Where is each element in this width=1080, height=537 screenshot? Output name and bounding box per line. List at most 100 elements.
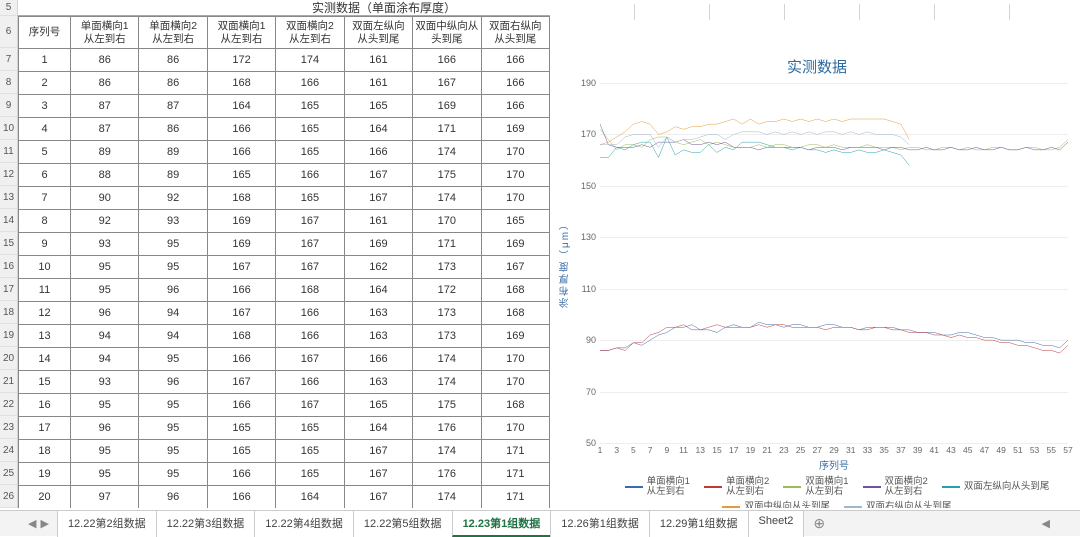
table-cell[interactable]: 167 — [207, 302, 275, 325]
table-cell[interactable]: 3 — [19, 95, 71, 118]
table-cell[interactable]: 95 — [139, 233, 207, 256]
table-cell[interactable]: 95 — [139, 440, 207, 463]
table-cell[interactable]: 167 — [276, 233, 344, 256]
table-cell[interactable]: 166 — [276, 164, 344, 187]
table-cell[interactable]: 95 — [139, 256, 207, 279]
table-cell[interactable]: 167 — [344, 440, 412, 463]
table-cell[interactable]: 94 — [139, 325, 207, 348]
legend-item[interactable]: 双面横向2 从左到右 — [863, 477, 928, 498]
table-cell[interactable]: 176 — [413, 417, 481, 440]
table-cell[interactable]: 164 — [344, 118, 412, 141]
table-cell[interactable]: 167 — [276, 394, 344, 417]
table-cell[interactable]: 168 — [481, 302, 549, 325]
table-cell[interactable]: 174 — [413, 187, 481, 210]
table-cell[interactable]: 169 — [481, 325, 549, 348]
table-cell[interactable]: 93 — [71, 233, 139, 256]
table-cell[interactable]: 167 — [413, 72, 481, 95]
table-cell[interactable]: 172 — [207, 49, 275, 72]
table-cell[interactable]: 165 — [276, 417, 344, 440]
table-cell[interactable]: 171 — [481, 440, 549, 463]
table-cell[interactable]: 10 — [19, 256, 71, 279]
table-cell[interactable]: 8 — [19, 210, 71, 233]
table-cell[interactable]: 166 — [276, 302, 344, 325]
table-cell[interactable]: 169 — [481, 233, 549, 256]
table-cell[interactable]: 173 — [413, 256, 481, 279]
table-cell[interactable]: 92 — [71, 210, 139, 233]
table-cell[interactable]: 165 — [276, 118, 344, 141]
table-cell[interactable]: 17 — [19, 417, 71, 440]
table-cell[interactable]: 19 — [19, 463, 71, 486]
table-cell[interactable]: 9 — [19, 233, 71, 256]
table-cell[interactable]: 165 — [344, 95, 412, 118]
sheet-tab[interactable]: 12.23第1组数据 — [452, 510, 552, 537]
table-cell[interactable]: 164 — [344, 279, 412, 302]
table-row[interactable]: 179695165165164176170 — [19, 417, 550, 440]
table-cell[interactable]: 86 — [71, 49, 139, 72]
table-cell[interactable]: 175 — [413, 164, 481, 187]
table-cell[interactable]: 164 — [207, 95, 275, 118]
table-cell[interactable]: 95 — [139, 394, 207, 417]
table-cell[interactable]: 165 — [276, 463, 344, 486]
table-cell[interactable]: 167 — [344, 164, 412, 187]
table-cell[interactable]: 168 — [481, 394, 549, 417]
table-row[interactable]: 79092168165167174170 — [19, 187, 550, 210]
table-cell[interactable]: 169 — [207, 233, 275, 256]
table-cell[interactable]: 90 — [71, 187, 139, 210]
table-cell[interactable]: 165 — [276, 141, 344, 164]
table-cell[interactable]: 169 — [207, 210, 275, 233]
column-header[interactable]: 双面横向1 从左到右 — [207, 17, 275, 49]
table-cell[interactable]: 87 — [71, 95, 139, 118]
table-cell[interactable]: 166 — [207, 118, 275, 141]
table-cell[interactable]: 174 — [413, 440, 481, 463]
table-cell[interactable]: 4 — [19, 118, 71, 141]
column-header[interactable]: 双面横向2 从左到右 — [276, 17, 344, 49]
table-cell[interactable]: 166 — [207, 486, 275, 509]
table-cell[interactable]: 174 — [413, 141, 481, 164]
table-cell[interactable]: 167 — [207, 256, 275, 279]
column-header[interactable]: 序列号 — [19, 17, 71, 49]
table-cell[interactable]: 166 — [481, 72, 549, 95]
table-cell[interactable]: 165 — [207, 417, 275, 440]
table-cell[interactable]: 95 — [71, 440, 139, 463]
table-cell[interactable]: 163 — [344, 371, 412, 394]
table-cell[interactable]: 96 — [71, 302, 139, 325]
sheet-tab[interactable]: 12.22第2组数据 — [57, 510, 157, 537]
table-cell[interactable]: 170 — [481, 371, 549, 394]
table-cell[interactable]: 169 — [344, 233, 412, 256]
table-cell[interactable]: 171 — [413, 233, 481, 256]
table-cell[interactable]: 167 — [276, 210, 344, 233]
table-row[interactable]: 189595165165167174171 — [19, 440, 550, 463]
table-cell[interactable]: 166 — [207, 394, 275, 417]
table-cell[interactable]: 166 — [481, 49, 549, 72]
table-row[interactable]: 149495166167166174170 — [19, 348, 550, 371]
table-cell[interactable]: 14 — [19, 348, 71, 371]
sheet-tab[interactable]: 12.26第1组数据 — [550, 510, 650, 537]
table-cell[interactable]: 95 — [139, 417, 207, 440]
table-cell[interactable]: 166 — [207, 141, 275, 164]
table-cell[interactable]: 168 — [481, 279, 549, 302]
table-cell[interactable]: 169 — [481, 118, 549, 141]
table-row[interactable]: 38787164165165169166 — [19, 95, 550, 118]
table-cell[interactable]: 95 — [71, 463, 139, 486]
table-cell[interactable]: 170 — [481, 417, 549, 440]
table-cell[interactable]: 163 — [344, 302, 412, 325]
table-cell[interactable]: 15 — [19, 371, 71, 394]
table-row[interactable]: 18686172174161166166 — [19, 49, 550, 72]
table-cell[interactable]: 94 — [71, 348, 139, 371]
table-cell[interactable]: 161 — [344, 72, 412, 95]
table-cell[interactable]: 167 — [344, 187, 412, 210]
table-cell[interactable]: 170 — [413, 210, 481, 233]
table-cell[interactable]: 164 — [344, 417, 412, 440]
table-cell[interactable]: 87 — [139, 95, 207, 118]
table-cell[interactable]: 171 — [481, 486, 549, 509]
legend-item[interactable]: 双面横向1 从左到右 — [783, 477, 848, 498]
table-cell[interactable]: 88 — [71, 164, 139, 187]
table-cell[interactable]: 7 — [19, 187, 71, 210]
table-cell[interactable]: 168 — [207, 325, 275, 348]
table-row[interactable]: 89293169167161170165 — [19, 210, 550, 233]
table-cell[interactable]: 16 — [19, 394, 71, 417]
table-cell[interactable]: 166 — [207, 463, 275, 486]
table-cell[interactable]: 86 — [139, 118, 207, 141]
table-cell[interactable]: 166 — [207, 348, 275, 371]
column-header[interactable]: 单面横向1 从左到右 — [71, 17, 139, 49]
